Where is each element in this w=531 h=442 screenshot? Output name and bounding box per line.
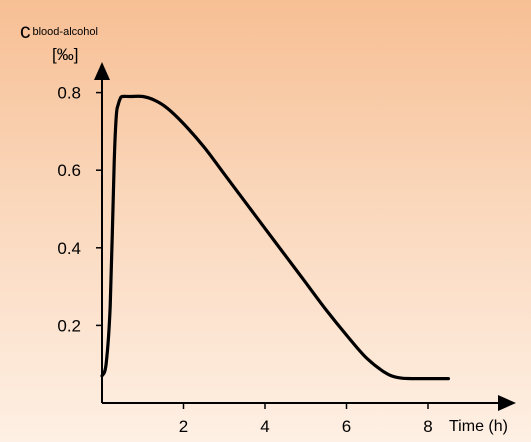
x-tick-label: 6	[342, 417, 351, 436]
y-tick-label: 0.4	[57, 239, 81, 258]
x-axis-title: Time (h)	[449, 418, 508, 435]
y-axis-unit: [‰]	[52, 45, 78, 64]
y-tick-label: 0.8	[57, 84, 81, 103]
y-tick-label: 0.6	[57, 161, 81, 180]
series-line	[100, 94, 450, 381]
x-tick-label: 2	[179, 417, 188, 436]
y-axis-title: c blood-alcohol	[20, 20, 98, 43]
y-tick-label: 0.2	[57, 316, 81, 335]
x-tick-label: 4	[260, 417, 269, 436]
x-tick-label: 8	[423, 417, 432, 436]
